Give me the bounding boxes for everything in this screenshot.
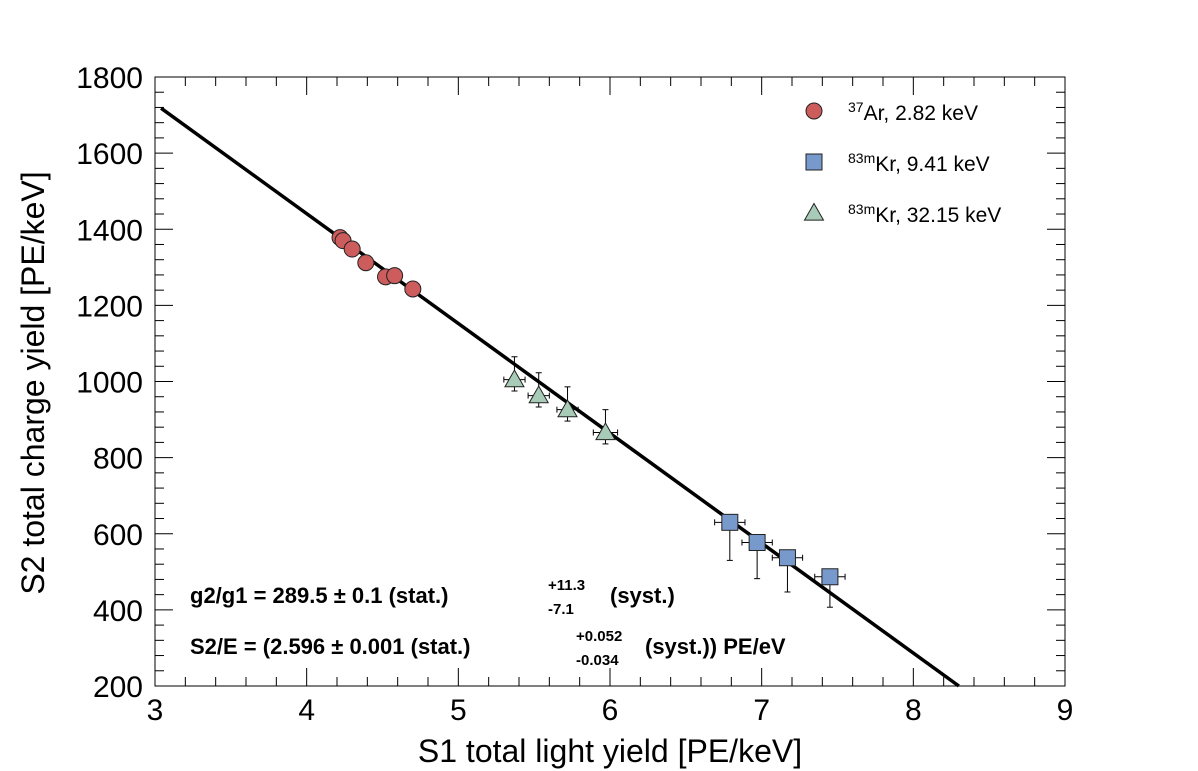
legend-isotope-sup: 83m xyxy=(848,150,875,166)
legend-energy: , 2.82 keV xyxy=(883,102,978,125)
annotation-s2e-post: (syst.)) PE/eV xyxy=(645,634,786,659)
legend-entry-kr83m-32: 83mKr, 32.15 keV xyxy=(848,201,1001,227)
x-tick-label: 6 xyxy=(602,694,619,727)
annotation-g2g1-main: g2/g1 = 289.5 ± 0.1 (stat.) xyxy=(190,583,448,608)
data-point-square xyxy=(721,513,739,531)
annotation-s2e-sub: -0.034 xyxy=(576,652,619,669)
legend-entry-ar37: 37Ar, 2.82 keV xyxy=(848,99,978,125)
y-tick-label: 1000 xyxy=(76,367,143,400)
legend-isotope-sup: 37 xyxy=(848,99,864,115)
axis-ticks xyxy=(154,76,1066,687)
fit-line xyxy=(160,106,960,688)
y-tick-label: 1400 xyxy=(76,214,143,247)
legend-entry-kr83m-9: 83mKr, 9.41 keV xyxy=(848,150,990,176)
y-tick-label: 600 xyxy=(93,519,143,552)
annotation-s2e-main: S2/E = (2.596 ± 0.001 (stat.) xyxy=(190,634,471,659)
x-tick-label: 3 xyxy=(147,694,164,727)
annotation-g2g1-post: (syst.) xyxy=(610,583,675,608)
legend-marker-circle xyxy=(805,102,823,120)
y-tick-label: 1600 xyxy=(76,138,143,171)
data-point-circle xyxy=(343,240,361,258)
data-point-circle xyxy=(404,280,422,298)
legend-isotope-sup: 83m xyxy=(848,201,875,217)
legend-marker-triangle xyxy=(803,202,825,221)
data-point-circle xyxy=(357,254,375,272)
x-tick-label: 7 xyxy=(753,694,770,727)
data-point-triangle xyxy=(504,369,525,388)
data-point-triangle xyxy=(595,421,616,441)
annotation-s2e-sup: +0.052 xyxy=(576,628,622,645)
x-tick-label: 9 xyxy=(1057,694,1074,727)
x-axis-title: S1 total light yield [PE/keV] xyxy=(418,733,802,769)
x-tick-label: 4 xyxy=(298,694,315,727)
data-point-circle xyxy=(386,267,404,285)
legend-isotope: Kr xyxy=(875,204,896,227)
annotation-s2e: S2/E = (2.596 ± 0.001 (stat.) +0.052 -0.… xyxy=(190,628,786,669)
annotation-g2g1-sup: +11.3 xyxy=(548,577,585,594)
data-point-square xyxy=(778,549,796,567)
legend: 37Ar, 2.82 keV 83mKr, 9.41 keV 83mKr, 32… xyxy=(803,99,1001,227)
legend-marker-square xyxy=(805,153,823,171)
legend-energy: , 32.15 keV xyxy=(895,204,1001,227)
legend-markers xyxy=(803,102,825,221)
legend-isotope: Kr xyxy=(875,153,896,176)
y-tick-label: 800 xyxy=(93,443,143,476)
legend-energy: , 9.41 keV xyxy=(895,153,990,176)
data-point-triangle xyxy=(528,385,550,404)
axis-tick-labels: 3 4 5 6 7 8 9 200 400 600 800 1000 1200 1400 1600 1800 xyxy=(76,62,1073,727)
legend-isotope: Ar xyxy=(864,102,885,125)
y-tick-label: 1200 xyxy=(76,290,143,323)
data-point-triangle xyxy=(557,399,578,418)
y-axis-title: S2 total charge yield [PE/keV] xyxy=(15,171,51,594)
annotation-g2g1-sub: -7.1 xyxy=(548,601,574,618)
y-tick-label: 200 xyxy=(93,671,143,704)
y-tick-label: 400 xyxy=(93,595,143,628)
data-point-square xyxy=(748,534,766,552)
x-tick-label: 8 xyxy=(905,694,922,727)
data-points xyxy=(331,229,846,608)
y-tick-label: 1800 xyxy=(76,62,143,95)
data-point-square xyxy=(821,568,839,586)
x-tick-label: 5 xyxy=(450,694,467,727)
fit-line-group xyxy=(160,106,960,688)
annotation-g2g1: g2/g1 = 289.5 ± 0.1 (stat.) +11.3 -7.1 (… xyxy=(190,577,675,618)
